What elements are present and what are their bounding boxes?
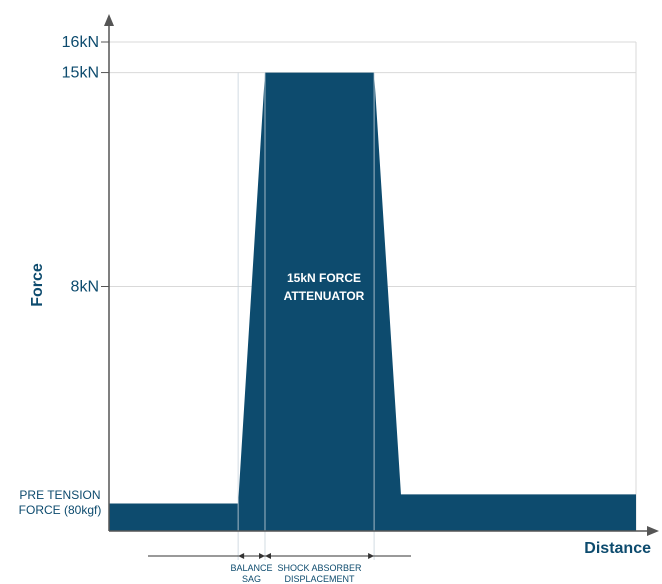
span-arrow-left-1 [264, 553, 271, 559]
y-tick-label-1: 15kN [62, 65, 99, 82]
span-label-0-1: SAG [242, 574, 261, 584]
y-tick-label-2: 8kN [71, 279, 99, 296]
span-label-0-0: BALANCE [231, 563, 273, 573]
x-axis-title: Distance [584, 540, 651, 557]
pre-tension-label-line1: PRE TENSION [19, 488, 100, 502]
attenuator-annotation-line2: ATTENUATOR [284, 289, 365, 303]
axes [104, 14, 659, 536]
span-arrow-right-0 [258, 553, 265, 559]
span-arrow-left-0 [238, 553, 245, 559]
pre-tension-label-line2: FORCE (80kgf) [19, 503, 102, 517]
x-axis-arrow [647, 526, 659, 536]
y-tick-label-0: 16kN [62, 34, 99, 51]
span-arrow-right-1 [368, 553, 375, 559]
span-label-1-1: DISPLACEMENT [285, 574, 356, 584]
phase-divider-lines [237, 72, 375, 560]
span-label-1-0: SHOCK ABSORBER [278, 563, 363, 573]
y-axis-arrow [104, 14, 114, 26]
y-tick-labels: 16kN 15kN 8kN [62, 34, 99, 296]
force-profile-area [109, 72, 636, 531]
attenuator-annotation-line1: 15kN FORCE [287, 271, 361, 285]
y-axis-title: Force [29, 263, 46, 307]
